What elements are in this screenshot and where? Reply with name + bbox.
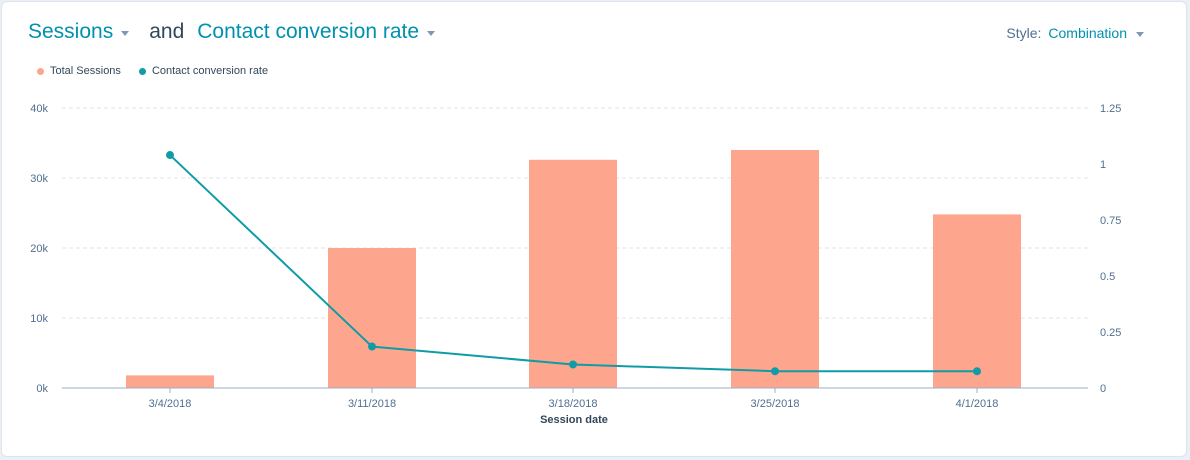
point-contact-conversion-rate[interactable] <box>973 367 981 376</box>
chevron-down-icon <box>121 30 130 36</box>
primary-metric-dropdown[interactable]: Sessions <box>28 20 130 44</box>
y-right-tick-label: 0.5 <box>1100 271 1115 283</box>
bar-total-sessions[interactable] <box>933 214 1021 388</box>
legend-item-conversion-rate[interactable]: Contact conversion rate <box>138 65 269 77</box>
style-dropdown[interactable]: Combination <box>1048 25 1144 41</box>
legend-swatch-line <box>138 67 146 75</box>
y-left-tick-label: 10k <box>30 313 48 325</box>
bar-total-sessions[interactable] <box>731 150 819 388</box>
x-tick-label: 4/1/2018 <box>956 398 999 410</box>
y-right-tick-label: 1.25 <box>1100 103 1121 115</box>
y-right-tick-label: 0 <box>1100 383 1106 395</box>
style-value: Combination <box>1048 25 1127 41</box>
style-control: Style: Combination <box>1006 25 1144 41</box>
x-tick-label: 3/25/2018 <box>751 398 800 410</box>
chart-header: Sessions and Contact conversion rate <box>28 20 436 44</box>
point-contact-conversion-rate[interactable] <box>771 367 779 376</box>
legend-swatch-bar <box>37 67 44 75</box>
legend-item-total-sessions[interactable]: Total Sessions <box>37 65 121 77</box>
point-contact-conversion-rate[interactable] <box>166 151 174 160</box>
chart-legend: Total Sessions Contact conversion rate <box>37 65 286 77</box>
bar-total-sessions[interactable] <box>529 159 617 388</box>
chevron-down-icon <box>427 30 436 36</box>
y-right-tick-label: 1 <box>1100 159 1106 171</box>
metric-joiner: and <box>149 20 185 43</box>
point-contact-conversion-rate[interactable] <box>569 360 577 369</box>
secondary-metric-dropdown[interactable]: Contact conversion rate <box>197 20 436 44</box>
legend-label-conversion-rate: Contact conversion rate <box>151 65 269 77</box>
point-contact-conversion-rate[interactable] <box>368 342 376 351</box>
y-left-tick-label: 30k <box>30 173 48 185</box>
x-tick-label: 3/4/2018 <box>149 398 192 410</box>
primary-metric-label: Sessions <box>28 20 114 43</box>
y-right-tick-label: 0.75 <box>1100 215 1121 227</box>
style-label: Style: <box>1006 25 1042 41</box>
bar-total-sessions[interactable] <box>126 375 214 388</box>
x-axis-title: Session date <box>540 414 608 426</box>
y-left-tick-label: 20k <box>30 243 48 255</box>
secondary-metric-label: Contact conversion rate <box>197 20 420 43</box>
y-left-tick-label: 40k <box>30 103 48 115</box>
chevron-down-icon <box>1136 31 1144 37</box>
x-tick-label: 3/18/2018 <box>549 398 598 410</box>
y-left-tick-label: 0k <box>36 383 48 395</box>
y-right-tick-label: 0.25 <box>1100 327 1121 339</box>
legend-label-total-sessions: Total Sessions <box>50 65 121 77</box>
x-tick-label: 3/11/2018 <box>348 398 396 410</box>
